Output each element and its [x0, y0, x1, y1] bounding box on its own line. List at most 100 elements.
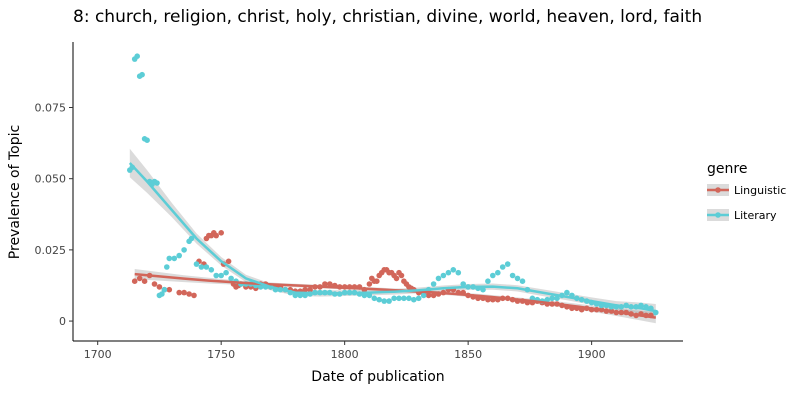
data-point-linguistic — [136, 275, 143, 282]
data-point-literary — [450, 267, 457, 273]
data-point-literary — [134, 53, 140, 59]
data-point-literary — [554, 295, 560, 302]
x-tick-label: 1750 — [207, 348, 235, 361]
y-axis-ticks: 0 0.025 0.050 0.075 — [35, 101, 73, 328]
data-point-literary — [223, 269, 229, 276]
data-point-literary — [292, 292, 299, 299]
data-point-literary — [193, 261, 200, 267]
data-point-literary — [504, 261, 511, 267]
data-point-literary — [171, 255, 178, 262]
data-point-literary — [213, 272, 219, 279]
data-point-literary — [208, 267, 215, 273]
data-point-literary — [228, 275, 234, 282]
y-tick-label: 0 — [59, 315, 66, 328]
data-point-linguistic — [327, 281, 333, 287]
data-point-literary — [495, 269, 501, 276]
data-point-linguistic — [176, 289, 182, 296]
legend-label-literary: Literary — [734, 209, 777, 222]
data-point-linguistic — [131, 278, 138, 285]
data-point-literary — [188, 235, 195, 242]
data-point-linguistic — [393, 275, 400, 282]
data-point-literary — [480, 286, 486, 293]
data-point-literary — [549, 295, 555, 302]
x-tick-label: 1850 — [454, 348, 482, 361]
data-point-literary — [401, 295, 407, 302]
data-point-literary — [564, 289, 570, 296]
data-point-literary — [485, 278, 491, 285]
data-point-literary — [391, 295, 397, 302]
trend-line-linguistic — [134, 272, 656, 319]
data-point-linguistic — [307, 286, 313, 293]
data-point-literary — [154, 180, 160, 186]
data-point-literary — [166, 255, 173, 262]
data-point-literary — [144, 137, 150, 143]
data-point-linguistic — [374, 278, 380, 285]
data-point-literary — [430, 281, 437, 287]
data-point-literary — [218, 272, 224, 279]
data-point-literary — [445, 269, 452, 276]
data-point-literary — [164, 264, 170, 270]
data-point-literary — [381, 298, 388, 304]
legend-label-linguistic: Linguistic — [734, 184, 786, 197]
data-point-literary — [198, 264, 205, 270]
data-point-linguistic — [366, 281, 373, 287]
data-point-literary — [420, 292, 427, 299]
x-axis-ticks: 1700 1750 1800 1850 1900 — [84, 341, 606, 361]
data-point-literary — [139, 71, 145, 78]
data-point-literary — [455, 269, 462, 276]
trend-band-literary — [129, 148, 656, 319]
data-point-literary — [371, 295, 378, 302]
data-point-literary — [386, 298, 392, 304]
data-point-literary — [509, 272, 516, 279]
legend-point-literary — [715, 212, 721, 218]
data-point-literary — [435, 275, 442, 282]
legend-point-linguistic — [715, 187, 721, 193]
data-point-literary — [366, 292, 373, 299]
trend-line-literary — [128, 162, 657, 313]
data-point-linguistic — [191, 292, 197, 299]
data-point-literary — [203, 264, 210, 270]
data-point-literary — [544, 296, 550, 303]
data-point-linguistic — [398, 272, 405, 279]
legend: genre Linguistic Literary — [707, 161, 786, 222]
data-point-literary — [440, 272, 447, 279]
y-tick-label: 0.075 — [35, 101, 67, 114]
x-tick-label: 1800 — [331, 348, 359, 361]
data-point-linguistic — [166, 286, 173, 293]
data-point-literary — [415, 295, 422, 302]
data-point-linguistic — [213, 232, 219, 239]
data-point-literary — [181, 247, 187, 253]
data-point-literary — [499, 264, 506, 270]
data-point-literary — [257, 284, 264, 290]
data-point-linguistic — [430, 292, 437, 299]
data-point-linguistic — [156, 284, 163, 290]
x-tick-label: 1700 — [84, 348, 112, 361]
data-point-linguistic — [225, 258, 232, 265]
data-point-linguistic — [181, 289, 187, 296]
x-axis-label: Date of publication — [311, 369, 444, 385]
data-point-linguistic — [151, 281, 158, 287]
data-point-linguistic — [322, 281, 328, 287]
data-point-literary — [460, 281, 467, 287]
data-point-literary — [161, 286, 168, 293]
legend-items: Linguistic Literary — [707, 184, 786, 222]
data-point-linguistic — [425, 292, 432, 299]
data-point-linguistic — [218, 230, 224, 236]
data-point-linguistic — [186, 291, 192, 297]
legend-title: genre — [707, 161, 747, 177]
data-point-linguistic — [485, 296, 491, 303]
data-point-literary — [519, 278, 526, 285]
data-point-literary — [490, 272, 496, 279]
data-point-literary — [514, 275, 521, 282]
data-point-linguistic — [141, 278, 148, 285]
y-axis-label: Prevalence of Topic — [7, 125, 23, 259]
data-point-literary — [638, 302, 644, 309]
data-point-literary — [406, 295, 412, 302]
y-tick-label: 0.025 — [35, 244, 67, 257]
y-tick-label: 0.050 — [35, 173, 67, 186]
data-point-literary — [176, 252, 182, 259]
chart-title: 8: church, religion, christ, holy, chris… — [73, 7, 702, 27]
data-point-literary — [159, 291, 165, 297]
